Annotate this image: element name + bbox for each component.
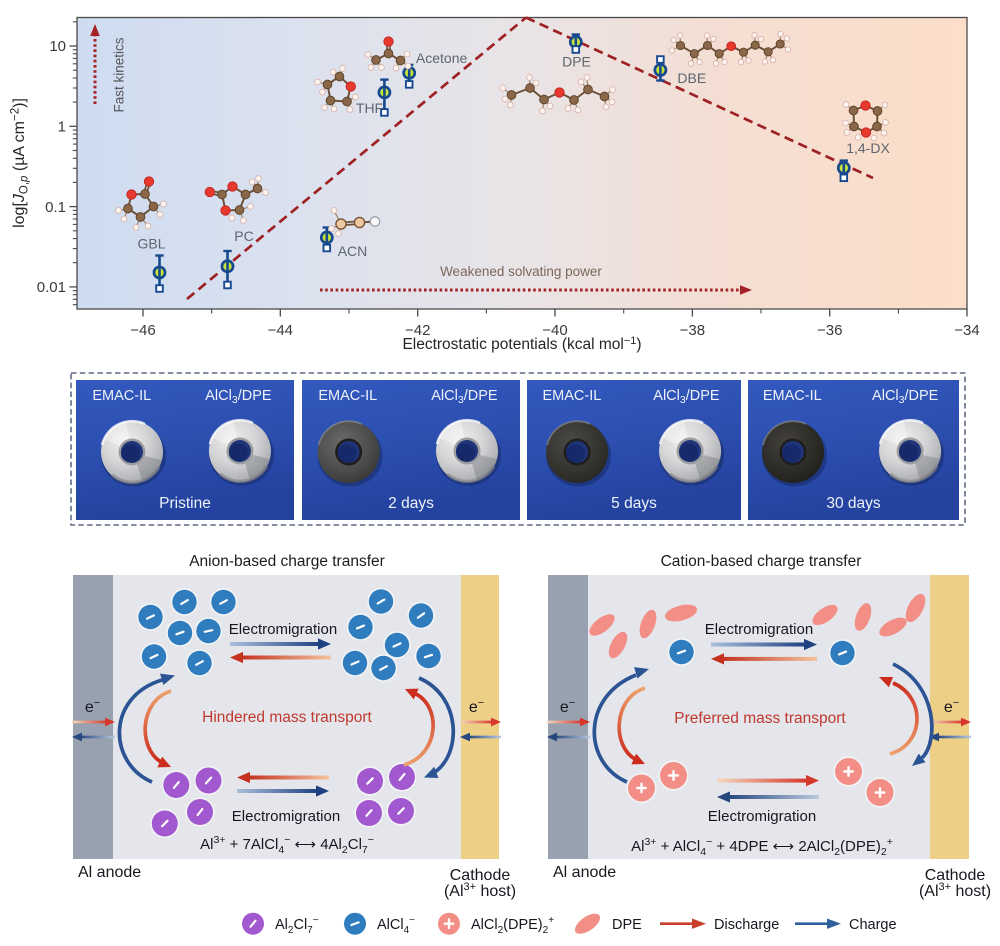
svg-text:Electromigration: Electromigration [229, 621, 337, 638]
svg-text:Preferred mass transport: Preferred mass transport [674, 710, 846, 727]
svg-text:AlCl2(DPE)2+: AlCl2(DPE)2+ [471, 915, 554, 936]
svg-text:Al3+ + AlCl4− + 4DPE ⟷ 2AlCl2(: Al3+ + AlCl4− + 4DPE ⟷ 2AlCl2(DPE)2+ [631, 836, 893, 858]
svg-text:5 days: 5 days [611, 495, 657, 512]
svg-text:(Al3+ host): (Al3+ host) [444, 881, 516, 900]
svg-text:Hindered mass transport: Hindered mass transport [202, 709, 372, 726]
svg-text:10: 10 [49, 38, 66, 55]
svg-text:AlCl3/DPE: AlCl3/DPE [653, 388, 720, 406]
svg-text:(Al3+ host): (Al3+ host) [919, 881, 991, 900]
svg-text:Weakened solvating power: Weakened solvating power [440, 264, 602, 279]
svg-text:Al anode: Al anode [78, 864, 141, 881]
svg-text:Electromigration: Electromigration [232, 808, 340, 825]
svg-text:Anion-based charge transfer: Anion-based charge transfer [189, 553, 385, 570]
svg-text:Acetone: Acetone [416, 50, 468, 66]
svg-text:EMAC-IL: EMAC-IL [92, 388, 151, 404]
svg-text:1,4-DX: 1,4-DX [846, 140, 890, 156]
svg-text:EMAC-IL: EMAC-IL [318, 388, 377, 404]
svg-text:EMAC-IL: EMAC-IL [763, 388, 822, 404]
svg-text:GBL: GBL [137, 236, 165, 252]
svg-text:−40: −40 [542, 322, 567, 339]
svg-text:Charge: Charge [849, 917, 897, 933]
svg-text:Cathode: Cathode [925, 867, 986, 884]
svg-text:Cation-based charge transfer: Cation-based charge transfer [661, 553, 862, 570]
svg-text:THF: THF [356, 100, 383, 116]
svg-text:Pristine: Pristine [159, 495, 211, 512]
svg-text:0.01: 0.01 [37, 279, 66, 296]
svg-text:−38: −38 [680, 322, 705, 339]
svg-text:Al anode: Al anode [553, 864, 616, 881]
svg-text:Discharge: Discharge [714, 917, 779, 933]
svg-text:ACN: ACN [338, 243, 368, 259]
svg-text:PC: PC [234, 228, 253, 244]
svg-text:DPE: DPE [612, 917, 642, 933]
svg-text:Al3+ + 7AlCl4− ⟷ 4Al2Cl7−: Al3+ + 7AlCl4− ⟷ 4Al2Cl7− [200, 834, 374, 856]
svg-text:Electromigration: Electromigration [705, 621, 813, 638]
svg-text:Al2Cl7−: Al2Cl7− [275, 915, 319, 936]
svg-text:−44: −44 [268, 322, 293, 339]
svg-text:log[JO,p (µA cm−2)]: log[JO,p (µA cm−2)] [10, 98, 31, 228]
svg-text:AlCl3/DPE: AlCl3/DPE [431, 388, 498, 406]
svg-text:AlCl3/DPE: AlCl3/DPE [205, 388, 272, 406]
svg-text:AlCl3/DPE: AlCl3/DPE [872, 388, 939, 406]
svg-text:Fast kinetics: Fast kinetics [112, 37, 127, 112]
svg-text:1: 1 [58, 119, 66, 136]
svg-text:Electromigration: Electromigration [708, 808, 816, 825]
svg-text:EMAC-IL: EMAC-IL [543, 388, 602, 404]
svg-text:−36: −36 [817, 322, 842, 339]
svg-text:2 days: 2 days [388, 495, 434, 512]
svg-text:−42: −42 [405, 322, 430, 339]
svg-text:DPE: DPE [562, 54, 591, 70]
svg-text:0.1: 0.1 [45, 199, 66, 216]
svg-text:−46: −46 [130, 322, 155, 339]
svg-text:−34: −34 [954, 322, 979, 339]
svg-text:Electrostatic potentials (kcal: Electrostatic potentials (kcal mol−1) [402, 335, 641, 353]
svg-text:30 days: 30 days [826, 495, 881, 512]
svg-text:DBE: DBE [677, 70, 706, 86]
svg-text:Cathode: Cathode [450, 867, 511, 884]
